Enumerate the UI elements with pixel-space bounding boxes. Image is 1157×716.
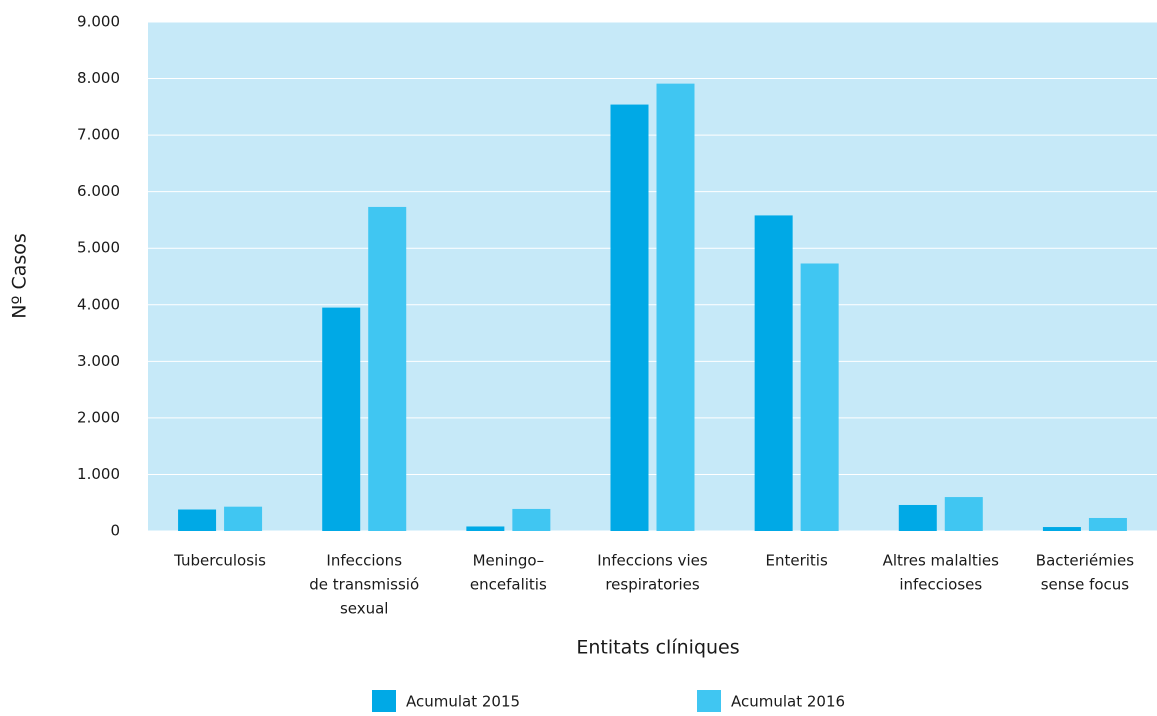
plot-background	[148, 22, 1157, 531]
x-tick-label: Tuberculosis	[173, 552, 266, 570]
bar	[512, 508, 551, 531]
x-tick-label: Altres malalties	[883, 552, 1000, 570]
x-tick-label: Infeccions vies	[597, 552, 708, 570]
x-tick-label: Meningo–	[473, 552, 545, 570]
bar	[1088, 517, 1127, 531]
x-tick-label: Enteritis	[765, 552, 827, 570]
x-tick-label: sexual	[340, 600, 389, 618]
bar	[610, 104, 649, 532]
x-tick-label: Bacteriémies	[1036, 552, 1134, 570]
bar	[322, 307, 361, 531]
y-tick-label: 6.000	[77, 182, 120, 200]
bar	[754, 215, 793, 532]
x-axis-title: Entitats clíniques	[576, 637, 739, 659]
bar	[800, 263, 839, 531]
bar	[178, 509, 217, 531]
y-tick-label: 5.000	[77, 239, 120, 257]
bar	[1042, 527, 1081, 531]
x-tick-label: sense focus	[1041, 576, 1130, 594]
bar	[224, 506, 263, 531]
x-tick-label: encefalitis	[470, 576, 547, 594]
legend-label: Acumulat 2016	[731, 693, 845, 711]
x-tick-label: respiratories	[605, 576, 700, 594]
bar	[656, 83, 695, 531]
y-tick-label: 7.000	[77, 126, 120, 144]
y-tick-label: 0	[110, 522, 120, 540]
legend-label: Acumulat 2015	[406, 693, 520, 711]
y-tick-label: 2.000	[77, 408, 120, 426]
bar	[944, 497, 983, 531]
y-tick-label: 8.000	[77, 69, 120, 87]
y-axis-title: Nº Casos	[9, 233, 31, 319]
bar	[898, 504, 937, 531]
x-tick-label: Infeccions	[326, 552, 402, 570]
y-tick-label: 3.000	[77, 352, 120, 370]
y-tick-label: 9.000	[77, 13, 120, 31]
bar	[368, 206, 407, 532]
x-tick-label: infeccioses	[899, 576, 982, 594]
bar	[466, 526, 505, 531]
y-tick-label: 4.000	[77, 295, 120, 313]
legend-swatch	[697, 690, 721, 712]
y-tick-label: 1.000	[77, 465, 120, 483]
legend-swatch	[372, 690, 396, 712]
x-tick-label: de transmissió	[309, 576, 419, 594]
